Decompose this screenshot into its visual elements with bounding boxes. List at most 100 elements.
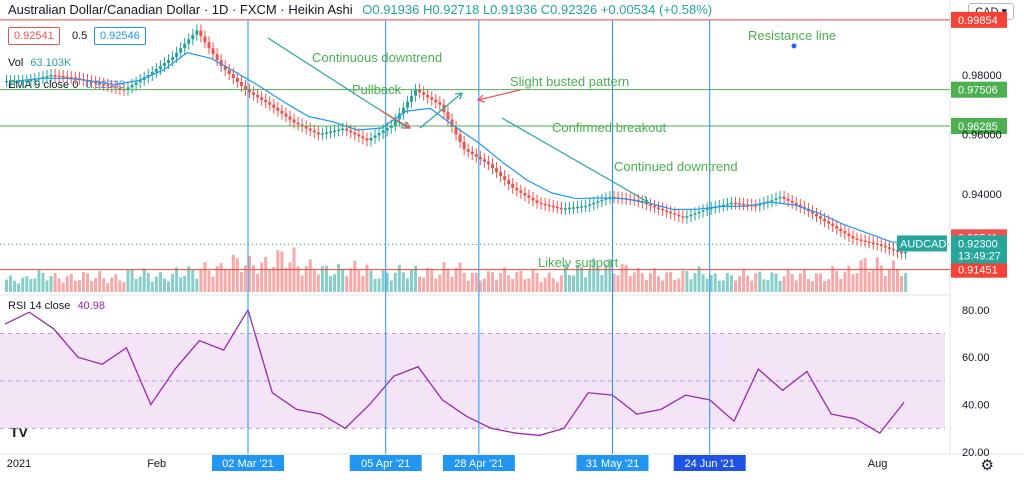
volume-bar bbox=[567, 275, 571, 292]
candle-body bbox=[681, 216, 685, 218]
candle-body bbox=[345, 128, 349, 131]
volume-bar bbox=[847, 265, 851, 292]
candle-body bbox=[21, 80, 25, 83]
volume-bar bbox=[231, 254, 235, 292]
volume-bar bbox=[823, 280, 827, 292]
candle-body bbox=[17, 80, 21, 83]
candle-body bbox=[738, 203, 742, 205]
candle-body bbox=[515, 187, 519, 191]
candle-body bbox=[114, 86, 118, 89]
volume-bar bbox=[272, 267, 276, 292]
volume-bar bbox=[252, 265, 256, 292]
volume-bar bbox=[863, 258, 867, 292]
volume-bar bbox=[511, 279, 515, 292]
volume-bar bbox=[604, 264, 608, 292]
candle-body bbox=[134, 82, 138, 85]
sell-price-badge[interactable]: 0.92541 bbox=[8, 27, 60, 45]
candle-body bbox=[673, 213, 677, 215]
candle-body bbox=[280, 110, 284, 114]
candle-body bbox=[49, 74, 53, 77]
volume-bar bbox=[280, 251, 284, 292]
price-level-tag-bg bbox=[951, 261, 1007, 278]
volume-bar bbox=[867, 271, 871, 292]
candle-body bbox=[474, 154, 478, 157]
candle-body bbox=[794, 202, 798, 205]
date-label-bg bbox=[673, 455, 746, 471]
volume-bar bbox=[725, 273, 729, 292]
candle-body bbox=[491, 164, 494, 169]
candle-body bbox=[25, 80, 29, 83]
candle-body bbox=[231, 74, 235, 78]
candle-body bbox=[175, 52, 179, 58]
candle-body bbox=[478, 156, 482, 160]
price-level-tag: 0.99854 bbox=[951, 11, 1007, 28]
pullback-arrow-head bbox=[454, 92, 463, 100]
candle-body bbox=[701, 210, 705, 212]
candle-body bbox=[292, 119, 296, 123]
volume-bar bbox=[657, 276, 661, 292]
volume-bar bbox=[734, 280, 737, 292]
candle-body bbox=[875, 243, 879, 245]
candle-body bbox=[871, 242, 875, 244]
price-level-label: 0.97506 bbox=[958, 85, 998, 97]
volume-bar bbox=[758, 271, 762, 292]
volume-bar bbox=[576, 264, 580, 292]
candle-body bbox=[167, 60, 170, 64]
candle-body bbox=[774, 198, 778, 200]
candle-body bbox=[353, 132, 357, 135]
volume-bar bbox=[349, 268, 353, 292]
candle-body bbox=[158, 66, 162, 70]
candle-body bbox=[199, 30, 203, 37]
candle-body bbox=[729, 202, 733, 205]
volume-bar bbox=[904, 272, 908, 292]
volume-bar bbox=[794, 280, 798, 292]
annotation-text: Continued downtrend bbox=[614, 159, 738, 174]
volume-bar bbox=[45, 280, 49, 292]
volume-bar bbox=[883, 276, 887, 292]
volume-bar bbox=[94, 277, 98, 292]
volume-bar bbox=[333, 274, 337, 292]
buy-price-badge[interactable]: 0.92546 bbox=[94, 27, 146, 45]
candle-body bbox=[45, 75, 49, 78]
candle-body bbox=[65, 76, 69, 78]
volume-bar bbox=[802, 269, 806, 292]
volume-bar bbox=[57, 278, 61, 292]
volume-bar bbox=[750, 280, 754, 292]
volume-bar bbox=[430, 269, 434, 292]
rsi-value: 40.98 bbox=[77, 300, 105, 312]
volume-bar bbox=[341, 268, 345, 292]
candle-body bbox=[511, 183, 515, 188]
candle-body bbox=[742, 203, 746, 206]
candle-body bbox=[9, 80, 13, 83]
symbol-title[interactable]: Australian Dollar/Canadian Dollar · 1D ·… bbox=[8, 2, 353, 17]
candle-body bbox=[470, 151, 474, 155]
candle-body bbox=[596, 201, 600, 203]
volume-bar bbox=[65, 276, 69, 292]
volume-bar bbox=[361, 275, 365, 292]
volume-bar bbox=[268, 269, 272, 292]
volume-bar bbox=[329, 276, 332, 292]
gear-icon[interactable]: ⚙ bbox=[980, 457, 994, 474]
candle-body bbox=[677, 214, 681, 217]
volume-bar bbox=[25, 276, 29, 292]
candle-body bbox=[312, 130, 316, 133]
continued-downtrend-arrow bbox=[501, 117, 649, 203]
volume-bar bbox=[154, 276, 158, 292]
volume-bar bbox=[896, 269, 899, 292]
volume-bar bbox=[284, 268, 288, 292]
volume-bar bbox=[770, 272, 774, 292]
volume-bar bbox=[102, 278, 106, 292]
candle-body bbox=[612, 196, 616, 199]
volume-bar bbox=[653, 268, 656, 292]
candle-body bbox=[320, 133, 324, 135]
volume-bar bbox=[640, 273, 644, 292]
volume-bar bbox=[167, 281, 170, 292]
candle-body bbox=[219, 60, 223, 67]
volume-bar bbox=[474, 272, 478, 292]
volume-legend: Vol 63.103K bbox=[8, 57, 71, 69]
candle-body bbox=[600, 199, 604, 202]
volume-bar bbox=[891, 260, 895, 292]
volume-bar bbox=[515, 272, 519, 292]
volume-bar bbox=[162, 278, 166, 292]
